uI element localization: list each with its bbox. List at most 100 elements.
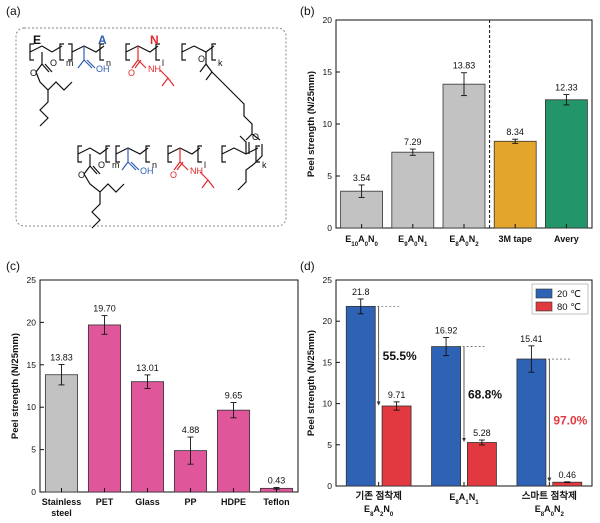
panel-d-xtick-label-sub: 8 xyxy=(541,511,545,518)
panel-d-value-label: 16.92 xyxy=(435,326,458,336)
panel-c-xtick-label: PP xyxy=(184,497,196,507)
panel-c-ytick-label: 15 xyxy=(27,360,37,370)
panel-c-ylabel: Peel strength (N/25mm) xyxy=(10,333,21,439)
o-linker: O xyxy=(252,132,259,142)
panel-d-xtick-label: E8A0N2 xyxy=(535,504,565,518)
panel-d-xtick-label-base: E xyxy=(449,492,455,502)
panel-b-value-label: 12.33 xyxy=(555,83,578,93)
panel-d-legend-label: 20 ℃ xyxy=(557,289,581,300)
panel-d-bar xyxy=(467,442,497,487)
panel-b-value-label: 7.29 xyxy=(404,137,422,147)
nh-top: NH xyxy=(148,64,161,74)
panel-d-legend-swatch xyxy=(535,288,553,299)
panel-b-xtick-label: E8A0N2 xyxy=(449,234,479,248)
panel-b-xtick-label: Avery xyxy=(554,234,579,244)
panel-a: (a) xyxy=(6,4,287,229)
panel-c-bar xyxy=(216,409,251,493)
panel-b-xtick-label-sub: 0 xyxy=(365,241,369,248)
panel-d-label: (d) xyxy=(300,259,315,273)
panel-d-xtick-label-sub: 0 xyxy=(390,511,394,518)
sub-m-top: m xyxy=(66,58,74,68)
panel-d-xtick-label-sub: 1 xyxy=(475,499,479,506)
panel-c-label: (c) xyxy=(6,259,20,273)
panel-b-xtick-label-sub: 0 xyxy=(465,241,469,248)
panel-c-bar xyxy=(87,324,122,493)
panel-d-xtick-label: E8A1N1 xyxy=(449,492,479,506)
sub-k-bottom: k xyxy=(262,160,267,170)
panel-b-xtick-label-sub: 8 xyxy=(455,241,459,248)
o-top-e1: O xyxy=(30,68,37,78)
monomer-e-label: E xyxy=(33,33,41,47)
panel-b-bar xyxy=(442,83,486,229)
panel-d-ytick-label: 10 xyxy=(323,399,333,409)
panel-d-value-label: 5.28 xyxy=(473,428,491,438)
oh-bottom: OH xyxy=(140,166,154,176)
panel-c-xtick-label: Stainless xyxy=(42,497,82,507)
panel-b-ytick-label: 0 xyxy=(327,223,332,233)
panel-c-value-label: 13.01 xyxy=(136,363,159,373)
panel-c-ytick-label: 0 xyxy=(31,487,36,497)
panel-b-ytick-label: 15 xyxy=(323,67,333,77)
o-bottom-e2: O xyxy=(98,160,105,170)
panel-b-xtick-label-letter: A xyxy=(459,234,466,244)
panel-c-ytick-label: 20 xyxy=(27,317,37,327)
panel-d-value-label: 9.71 xyxy=(388,390,406,400)
panel-d-bar xyxy=(516,358,547,487)
panel-c-xtick-label: Teflon xyxy=(263,497,289,507)
panel-c-xtick-label-line2: steel xyxy=(51,508,72,518)
panel-d-reduction-label: 97.0% xyxy=(553,414,587,428)
o-top-e2: O xyxy=(50,58,57,68)
panel-c-xtick-label: Glass xyxy=(135,497,160,507)
panel-d-xtick-label-sub: 8 xyxy=(370,511,374,518)
panel-b-xtick-label-base: 3M tape xyxy=(498,234,532,244)
panel-c-ytick-label: 10 xyxy=(27,402,37,412)
panel-c-xtick-label: HDPE xyxy=(221,497,246,507)
panel-d-xtick-label-base: E xyxy=(364,504,370,514)
panel-c-value-label: 19.70 xyxy=(93,304,116,314)
sub-m-bottom: m xyxy=(112,160,120,170)
panel-b-bar xyxy=(391,151,435,229)
panel-b-xtick-label-letter: A xyxy=(408,234,415,244)
panel-d-xtick-label-letter: N xyxy=(383,504,390,514)
panel-b-xtick-label-base: E xyxy=(345,234,351,244)
panel-b-xtick-label-base: Avery xyxy=(554,234,579,244)
panel-c-value-label: 4.88 xyxy=(182,425,200,435)
panel-b-xtick-label-letter: N xyxy=(368,234,375,244)
panel-d-ytick-label: 5 xyxy=(327,440,332,450)
panel-d-xtick-label-letter: A xyxy=(459,492,466,502)
panel-b-xtick-label-base: E xyxy=(398,234,404,244)
panel-d-xtick-label-letter: A xyxy=(373,504,380,514)
o-top-n: O xyxy=(128,68,135,78)
monomer-a-label: A xyxy=(98,33,107,47)
panel-d-xtick-label-sub: 2 xyxy=(561,511,565,518)
panel-d-ylabel: Peel strength (N/25mm) xyxy=(306,330,317,436)
panel-d-xtick-label-letter: N xyxy=(469,492,476,502)
panel-b-ytick-label: 20 xyxy=(323,15,333,25)
top-polymer-chain-red xyxy=(131,46,175,87)
panel-b-xtick-label-base: E xyxy=(449,234,455,244)
panel-b-value-label: 13.83 xyxy=(453,61,476,71)
panel-d-ytick-label: 20 xyxy=(323,316,333,326)
panel-c-plot-frame xyxy=(39,279,299,493)
sub-l-bottom: l xyxy=(204,160,206,170)
panel-d-bar xyxy=(345,305,376,487)
panel-b-xtick-label-sub: 10 xyxy=(351,241,358,248)
panel-d-value-label: 0.46 xyxy=(558,470,576,480)
top-polymer-chain-blue xyxy=(77,46,96,69)
panel-c-ytick-label: 25 xyxy=(27,275,37,285)
panel-b-xtick-label-sub: 2 xyxy=(475,241,479,248)
panel-d-ytick-label: 25 xyxy=(323,275,333,285)
panel-c-chart: (c) 0 5 10 15 20 25 Peel strength (N/25mm) 13.83… xyxy=(6,259,299,518)
o-bottom-n: O xyxy=(170,170,177,180)
panel-b-xtick-label-sub: 9 xyxy=(404,241,408,248)
panel-d-xtick-label-base: E xyxy=(535,504,541,514)
top-polymer-chain xyxy=(29,43,263,191)
panel-b-xtick-label-letter: N xyxy=(469,234,476,244)
bottom-polymer-chain-red xyxy=(173,148,215,189)
panel-d-xtick-label-letter: N xyxy=(554,504,561,514)
panel-b-xtick-label: E9A0N1 xyxy=(398,234,428,248)
sub-l-top: l xyxy=(162,58,164,68)
